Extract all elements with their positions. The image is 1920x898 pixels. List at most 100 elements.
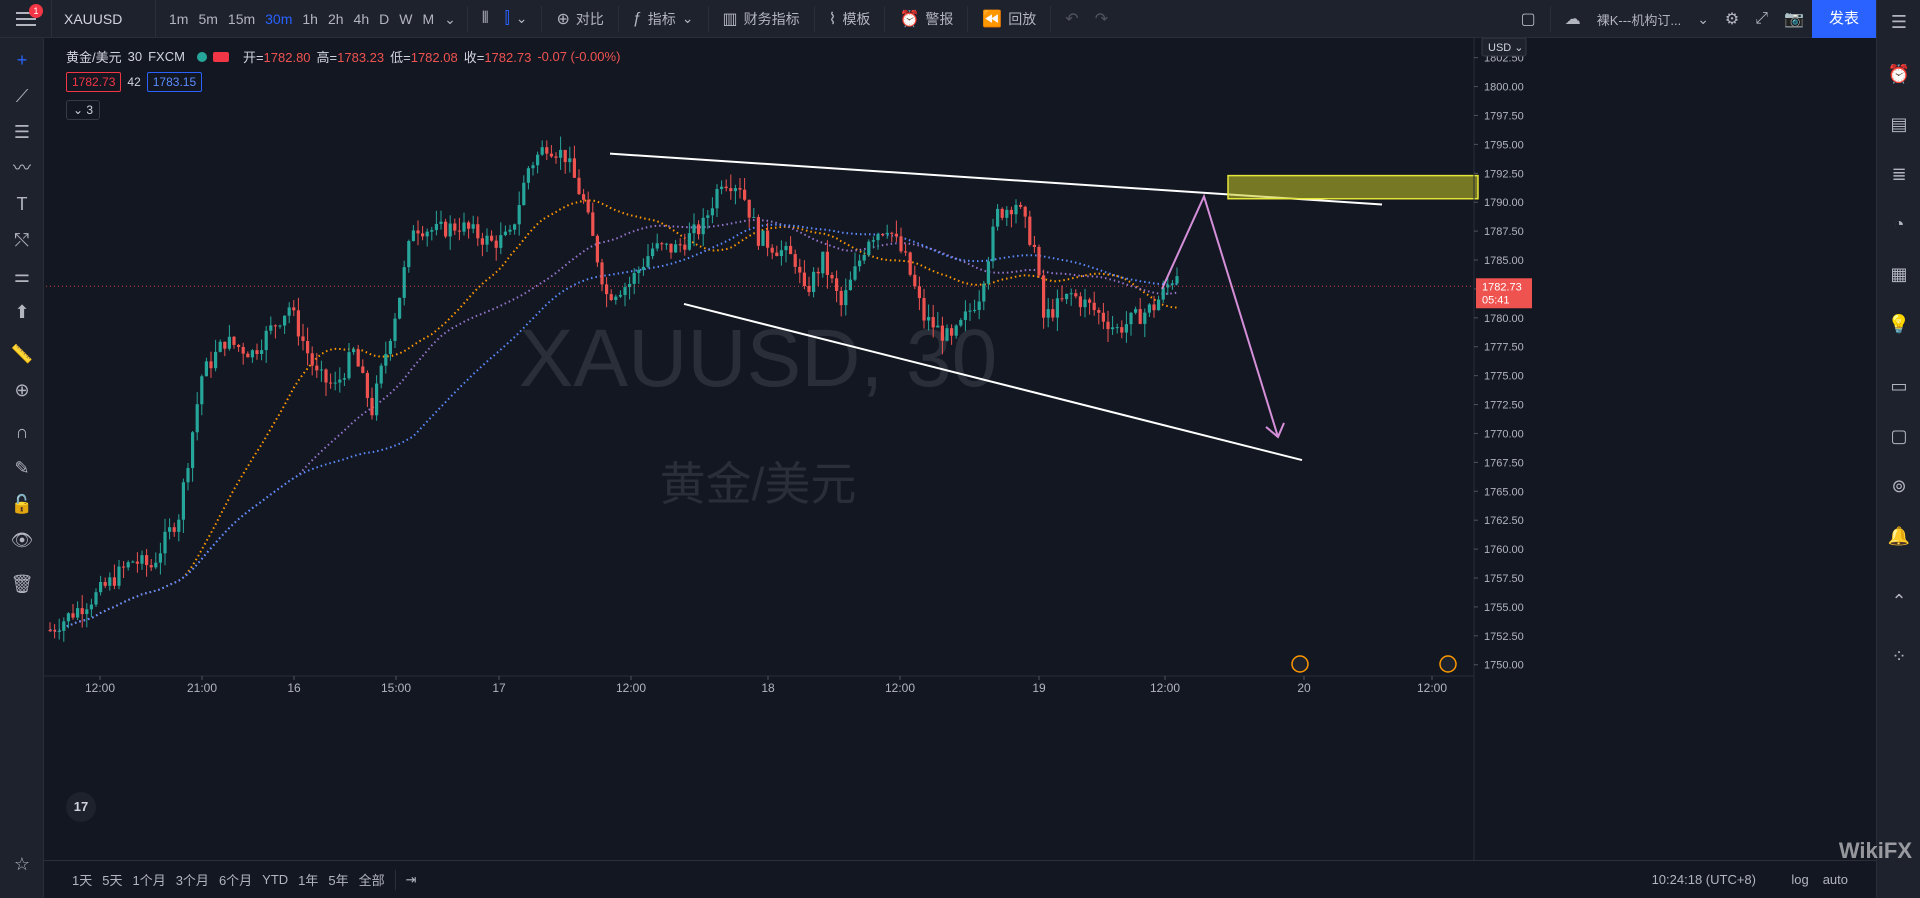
crosshair-icon[interactable]: + (16, 50, 28, 70)
range-1m[interactable]: 1个月 (132, 873, 166, 888)
price-axis[interactable]: 1750.00 1752.50 1755.00 1757.50 1760.00 1762.… (1473, 37, 1532, 860)
text-tool-icon[interactable]: T (16, 194, 28, 214)
interval-1h[interactable]: 1h (302, 10, 318, 27)
trash-icon[interactable]: 🗑 (10, 574, 34, 594)
candle-body (945, 328, 949, 341)
interval-4h[interactable]: 4h (353, 10, 370, 27)
range-5d[interactable]: 5天 (102, 873, 123, 888)
candle-body (117, 566, 121, 586)
replay-button[interactable]: ⏪ 回放 (974, 0, 1044, 38)
grid-dots-icon[interactable]: ⁘ (1891, 646, 1907, 666)
podcast-icon[interactable]: ⊚ (1891, 476, 1907, 496)
candle-body (894, 233, 898, 237)
layout-select-button[interactable]: ☁ 裸K---机构订... ⌄ (1557, 0, 1717, 38)
trendline-tool-icon[interactable]: ⟋ (15, 86, 29, 106)
templates-button[interactable]: ⌇ 模板 (821, 0, 879, 38)
price-tick-label: 1787.50 (1484, 226, 1524, 238)
goto-date-icon[interactable]: ⇥ (405, 871, 417, 887)
chevron-down-icon: ⌄ (515, 10, 528, 26)
range-5y[interactable]: 5年 (328, 873, 349, 888)
interval-dropdown-chevron-icon[interactable]: ⌄ (444, 10, 456, 27)
chart-pane[interactable]: XAUUSD, 30 黄金/美元 1750.00 1752.50 1755.00 17… (44, 37, 1876, 898)
candle-body (858, 260, 862, 267)
lightbulb-icon[interactable]: 💡 (1887, 314, 1911, 334)
trend-icon[interactable]: ⌃ (1891, 591, 1907, 611)
candle-body (1028, 216, 1032, 245)
indicators-button[interactable]: ƒ 指标 ⌄ (625, 0, 702, 38)
ruler-icon[interactable]: 📏 (10, 344, 34, 364)
bell-icon[interactable]: 🔔 (1887, 526, 1911, 546)
auto-scale-toggle[interactable]: auto (1822, 872, 1848, 887)
log-scale-toggle[interactable]: log (1791, 872, 1809, 887)
currency-selector[interactable] (1481, 37, 1527, 57)
bar-style-button[interactable]: ⫴ (474, 0, 497, 38)
range-1d[interactable]: 1天 (72, 873, 93, 888)
interval-15m[interactable]: 15m (227, 10, 256, 27)
fullscreen-button[interactable]: ⤢ (1747, 0, 1776, 38)
layout-toggle-button[interactable]: ▢ (1513, 0, 1544, 38)
candle-style-button[interactable]: ⫿ ⌄ (497, 0, 536, 38)
interval-30m[interactable]: 30m (265, 10, 293, 27)
range-all[interactable]: 全部 (358, 873, 385, 888)
redo-button[interactable]: ↷ (1087, 0, 1116, 38)
zoom-in-icon[interactable]: ⊕ (14, 380, 30, 400)
clock-timezone[interactable]: 10:24:18 (UTC+8) (1651, 872, 1756, 887)
pie-icon[interactable]: ◔ (1893, 214, 1905, 234)
alarm-clock-icon[interactable]: ⏰ (1887, 64, 1911, 84)
eye-icon[interactable]: 👁 (10, 530, 34, 550)
wikifx-watermark: WikiFX (1838, 838, 1912, 863)
price-tick-label: 1772.50 (1484, 400, 1524, 412)
settings-button[interactable]: ⚙ (1717, 0, 1747, 38)
candle-body (347, 352, 351, 379)
candle-body (467, 222, 471, 229)
main-menu-button[interactable]: 1 (0, 0, 52, 38)
interval-W[interactable]: W (399, 10, 413, 27)
ask-price[interactable]: 1783.15 (146, 72, 203, 92)
pattern-tool-icon[interactable]: ⤲ (14, 230, 30, 250)
publish-button[interactable]: 发表 (1812, 0, 1876, 38)
range-6m[interactable]: 6个月 (218, 873, 253, 888)
symbol-search-button[interactable]: XAUUSD (52, 0, 156, 38)
interval-M[interactable]: M (422, 10, 435, 27)
chat-icon[interactable]: ▭ (1890, 376, 1908, 396)
indicator-collapse-toggle[interactable]: ⌄ 3 (66, 100, 101, 120)
spread: 42 (127, 75, 141, 89)
candle-body (480, 238, 484, 245)
candle-body (1152, 304, 1156, 311)
path-tool-icon[interactable]: 〰 (13, 158, 31, 178)
alert-button[interactable]: ⏰ 警报 (891, 0, 961, 38)
price-tick-label: 1765.00 (1484, 486, 1524, 498)
interval-1m[interactable]: 1m (169, 10, 189, 27)
candle-body (232, 336, 236, 345)
calendar-icon[interactable]: ▦ (1890, 264, 1908, 284)
snapshot-button[interactable]: 📷 (1776, 0, 1812, 38)
interval-5m[interactable]: 5m (198, 10, 218, 27)
message-icon[interactable]: ▢ (1890, 426, 1908, 446)
time-axis[interactable]: 12:00 21:00 16 15:00 17 12:00 18 12:00 19 12:00 20… (44, 655, 1474, 695)
candle-body (246, 353, 250, 358)
bid-price[interactable]: 1782.73 (66, 72, 122, 92)
range-1y[interactable]: 1年 (298, 873, 319, 888)
chart-canvas[interactable]: XAUUSD, 30 黄金/美元 1750.001752.501755.0017… (44, 37, 1876, 860)
magnet-icon[interactable]: ∩ (15, 422, 29, 442)
watchlist-icon[interactable]: ☰ (1890, 12, 1908, 32)
pencil-lock-icon[interactable]: ✎ (14, 458, 30, 478)
news-icon[interactable]: ▤ (1890, 114, 1908, 134)
range-3m[interactable]: 3个月 (175, 873, 209, 888)
lock-icon[interactable]: 🔓 (10, 494, 34, 514)
interval-2h[interactable]: 2h (327, 10, 344, 27)
candle-body (876, 234, 880, 241)
list-icon[interactable]: ≣ (1891, 164, 1907, 184)
tradingview-logo[interactable]: 17 (66, 792, 96, 822)
fib-tool-icon[interactable]: ⚌ (13, 266, 31, 286)
undo-button[interactable]: ↶ (1057, 0, 1086, 38)
compare-button[interactable]: ⊕ 对比 (548, 0, 611, 38)
range-ytd[interactable]: YTD (262, 872, 289, 887)
financials-button[interactable]: ▥ 财务指标 (715, 0, 808, 38)
legend-symbol-title[interactable]: 黄金/美元 (66, 50, 122, 65)
horizontal-lines-icon[interactable]: ☰ (13, 122, 31, 142)
star-icon[interactable]: ☆ (13, 854, 31, 874)
interval-D[interactable]: D (379, 10, 390, 27)
drawing-toolbar: + ⟋ ☰ 〰 T ⤲ ⚌ ⬆ 📏 ⊕ ∩ ✎ 🔓 👁 🗑 ☆ (0, 38, 44, 898)
arrow-up-icon[interactable]: ⬆ (14, 302, 30, 322)
